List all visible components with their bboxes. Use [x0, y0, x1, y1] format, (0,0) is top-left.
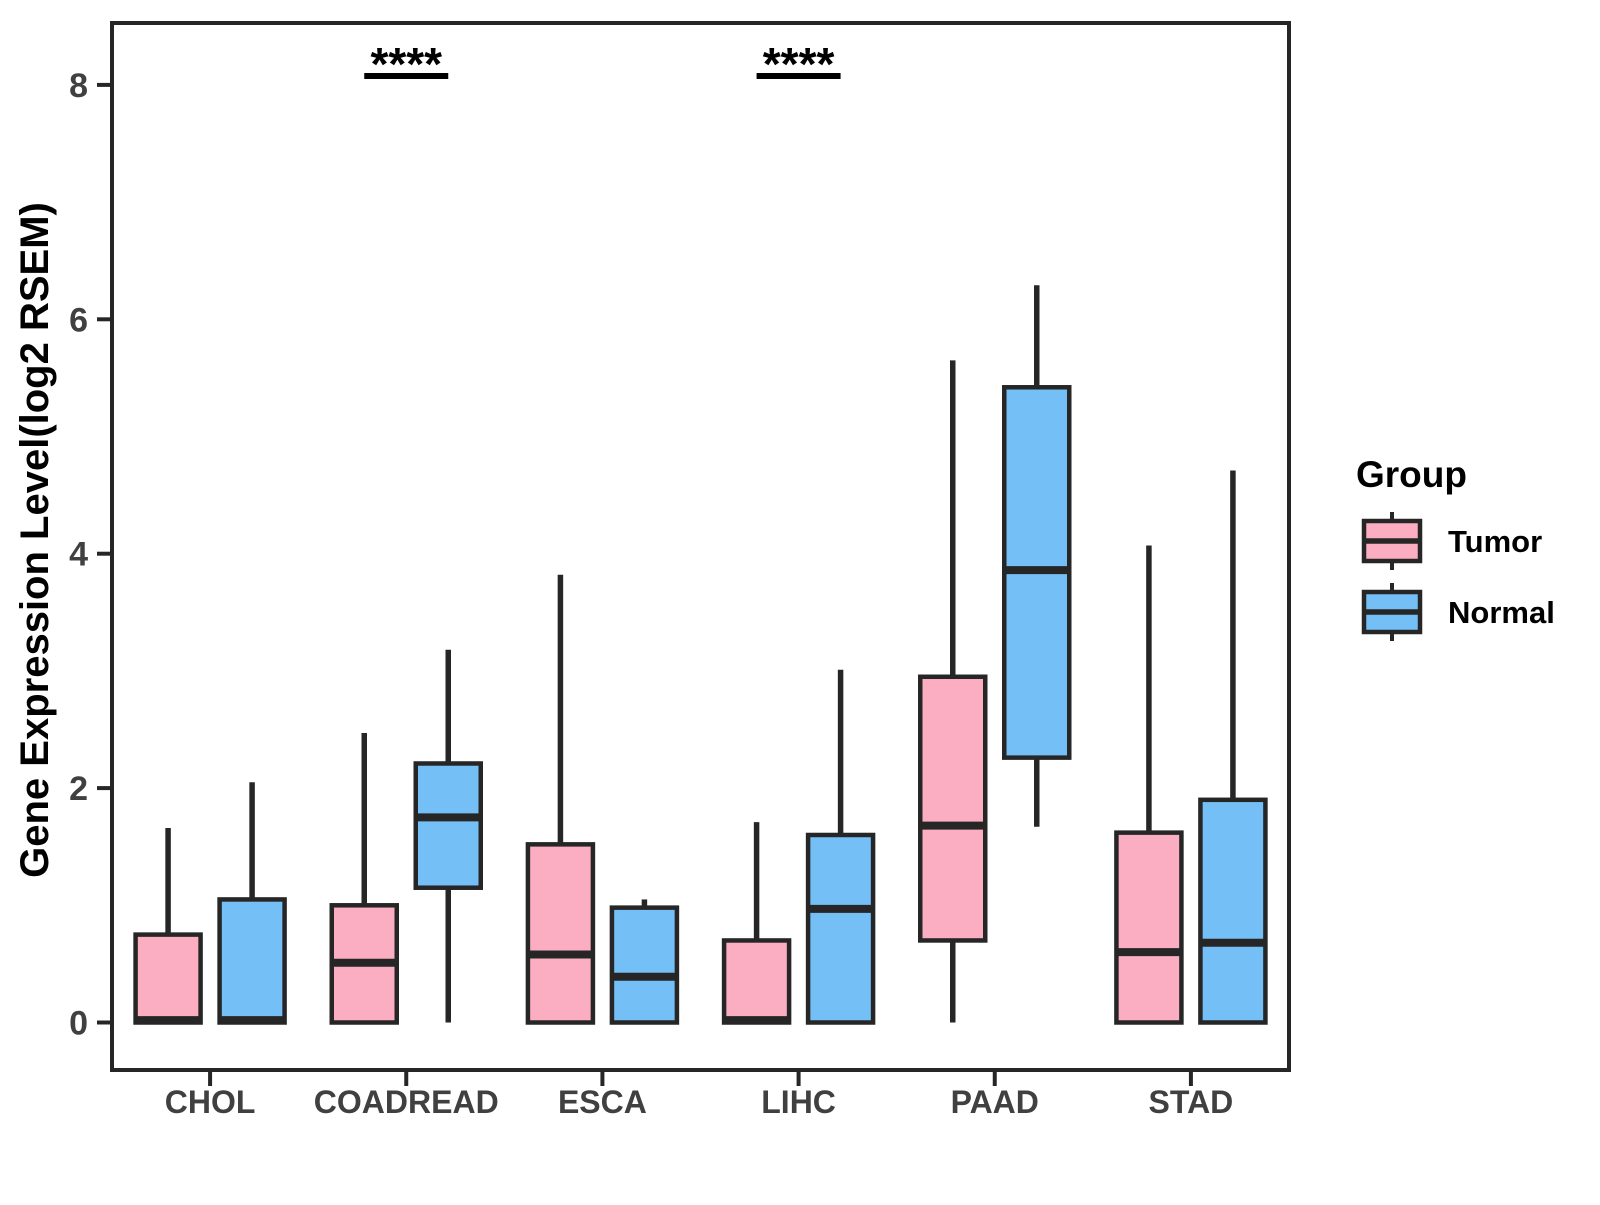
box-paad-normal	[1002, 285, 1072, 827]
x-tick-label-paad: PAAD	[951, 1084, 1039, 1120]
x-tick-label-coadread: COADREAD	[314, 1084, 499, 1120]
iqr-box	[1198, 797, 1268, 1025]
iqr-box	[805, 832, 876, 1025]
iqr-box	[918, 674, 988, 943]
x-tick-label-chol: CHOL	[165, 1084, 256, 1120]
box-coadread-normal	[413, 649, 483, 1023]
box-coadread-tumor	[329, 733, 399, 1025]
y-axis-title: Gene Expression Level(log2 RSEM)	[13, 202, 57, 878]
legend-key-normal: Normal	[1361, 583, 1555, 641]
significance-coadread: ****	[364, 38, 449, 90]
y-tick-label: 2	[69, 770, 88, 808]
box-stad-tumor	[1114, 545, 1184, 1025]
box-chol-tumor	[133, 827, 203, 1025]
box-lihc-tumor	[721, 822, 792, 1025]
legend-label-normal: Normal	[1448, 595, 1555, 630]
significance-stars: ****	[370, 38, 442, 90]
y-tick-label: 6	[69, 301, 88, 339]
iqr-box	[413, 761, 483, 890]
box-stad-normal	[1198, 470, 1268, 1025]
legend: Group Tumor Normal	[1356, 454, 1555, 641]
legend-key-tumor: Tumor	[1361, 512, 1542, 570]
iqr-box	[609, 905, 680, 1025]
y-tick-label: 0	[69, 1005, 88, 1043]
significance-stars: ****	[763, 38, 835, 90]
y-axis-ticks: 0 2 4 6 8	[69, 67, 110, 1043]
y-tick-label: 4	[69, 536, 88, 574]
box-chol-normal	[217, 782, 287, 1025]
x-tick-label-esca: ESCA	[558, 1084, 647, 1120]
significance-annotations: **** ****	[364, 38, 841, 90]
significance-lihc: ****	[756, 38, 841, 90]
y-tick-label: 8	[69, 67, 88, 105]
x-axis-ticks: CHOL COADREAD ESCA LIHC PAAD STAD	[165, 1072, 1234, 1120]
x-tick-label-lihc: LIHC	[761, 1084, 836, 1120]
box-lihc-normal	[805, 669, 876, 1025]
box-paad-tumor	[918, 360, 988, 1023]
x-tick-label-stad: STAD	[1149, 1084, 1234, 1120]
iqr-box	[217, 897, 287, 1025]
iqr-box	[721, 938, 792, 1025]
box-esca-tumor	[525, 574, 596, 1025]
iqr-box	[1114, 830, 1184, 1025]
legend-title: Group	[1356, 454, 1467, 495]
iqr-box	[525, 842, 596, 1025]
plot-panel-border	[110, 21, 1291, 1072]
boxplot-series	[133, 285, 1268, 1025]
iqr-box	[133, 932, 203, 1025]
legend-label-tumor: Tumor	[1448, 524, 1542, 559]
box-esca-normal	[609, 899, 680, 1025]
